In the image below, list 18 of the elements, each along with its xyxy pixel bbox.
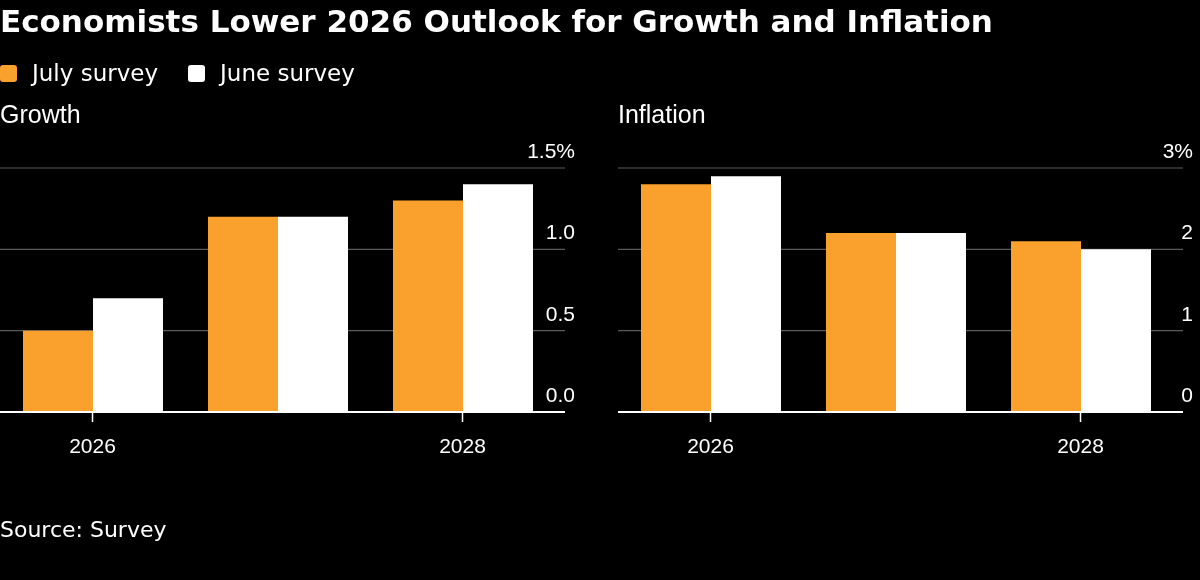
y-tick-label: 1 xyxy=(1181,301,1193,325)
y-tick-label: 0.5 xyxy=(545,301,575,325)
y-tick-label: 3% xyxy=(1162,139,1193,162)
y-tick-label: 1.0 xyxy=(545,220,575,244)
x-tick-label: 2026 xyxy=(687,434,734,457)
y-tick-label: 0.0 xyxy=(545,383,575,406)
x-tick-label: 2028 xyxy=(439,434,486,457)
chart-subtitle: Inflation xyxy=(618,100,706,129)
legend-label: July survey xyxy=(32,60,159,86)
chart-title: Economists Lower 2026 Outlook for Growth and Inflation xyxy=(0,3,993,39)
x-tick-label: 2026 xyxy=(69,434,116,457)
legend-label: June survey xyxy=(220,60,355,86)
y-tick-label: 1.5% xyxy=(527,139,575,162)
x-tick-label: 2028 xyxy=(1057,434,1104,457)
y-tick-label: 2 xyxy=(1181,220,1193,244)
y-tick-label: 0 xyxy=(1181,383,1193,406)
source-note: Source: Survey xyxy=(0,517,167,542)
chart-subtitle: Growth xyxy=(0,100,81,129)
